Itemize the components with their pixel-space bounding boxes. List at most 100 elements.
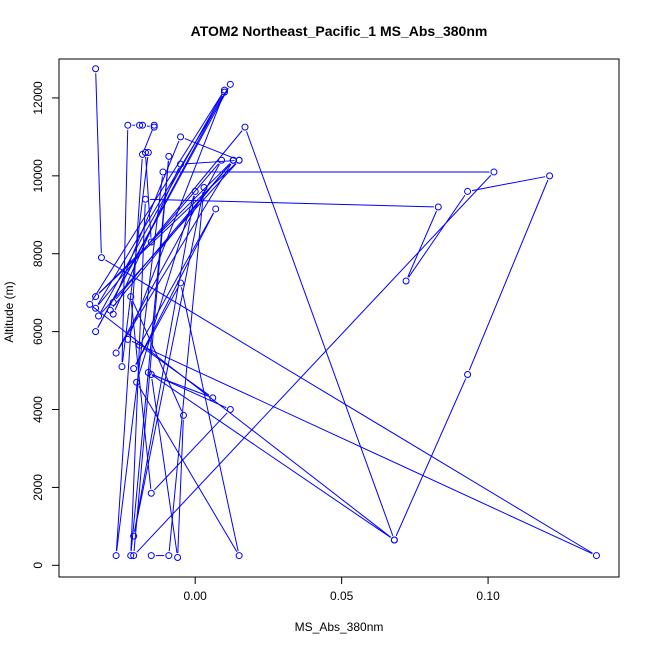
series-segment <box>246 131 394 536</box>
data-point <box>209 394 217 402</box>
data-point <box>226 406 234 414</box>
series-segment <box>131 340 593 555</box>
y-axis: 0 2000 4000 6000 8000 10000 12000 <box>31 81 60 569</box>
series-segment <box>114 168 180 311</box>
series-segment <box>115 158 143 552</box>
series-segment <box>100 93 223 313</box>
data-point <box>109 298 117 306</box>
data-point <box>130 365 138 373</box>
data-point <box>402 277 410 285</box>
data-point <box>141 195 149 203</box>
series-segment <box>116 176 163 552</box>
series-segment <box>133 195 195 532</box>
series-segment <box>185 160 235 165</box>
x-tick-label: 0.05 <box>330 589 354 603</box>
series-segment <box>135 286 179 365</box>
series-segment <box>177 419 184 554</box>
data-point <box>112 349 120 357</box>
series-segment <box>153 163 219 239</box>
series-segment <box>121 129 129 363</box>
series-segment <box>129 96 224 336</box>
series-segment <box>130 160 169 552</box>
data-point <box>226 80 234 88</box>
data-point <box>138 121 146 129</box>
y-tick-label: 6000 <box>31 318 45 345</box>
data-point <box>106 306 114 314</box>
x-tick-label: 0.10 <box>476 589 500 603</box>
series-segment <box>407 210 437 278</box>
data-point <box>92 65 100 73</box>
series-segment <box>136 174 492 553</box>
y-tick-label: 4000 <box>31 396 45 423</box>
data-point <box>136 341 144 349</box>
series-segment <box>135 212 215 365</box>
data-point <box>118 363 126 371</box>
series-segment <box>97 87 229 305</box>
data-point <box>147 489 155 497</box>
data-point <box>177 133 185 141</box>
data-point <box>150 121 158 129</box>
series-segment <box>151 374 391 538</box>
chart-title: ATOM2 Northeast_Pacific_1 MS_Abs_380nm <box>191 23 488 39</box>
series-segment <box>155 375 209 397</box>
series-segment <box>468 179 549 371</box>
data-point <box>133 378 141 386</box>
data-point <box>95 312 103 320</box>
data-point <box>200 184 208 192</box>
series-segment <box>471 176 546 192</box>
data-point <box>592 552 600 560</box>
data-point <box>165 152 173 160</box>
data-point <box>130 552 138 560</box>
data-point <box>464 187 472 195</box>
data-point <box>220 86 228 94</box>
data-point <box>136 121 144 129</box>
series-segment <box>395 378 467 537</box>
data-point <box>165 552 173 560</box>
data-point <box>235 552 243 560</box>
series-segment <box>133 160 169 552</box>
y-tick-label: 0 <box>31 562 45 569</box>
data-point <box>177 160 185 168</box>
data-point <box>220 88 228 96</box>
series-segment <box>143 129 153 151</box>
data-point <box>546 172 554 180</box>
data-point <box>92 304 100 312</box>
data-point <box>191 187 199 195</box>
series-lines <box>91 73 593 557</box>
data-point <box>124 121 132 129</box>
y-tick-label: 2000 <box>31 474 45 501</box>
series-segment <box>137 195 195 379</box>
data-point <box>147 238 155 246</box>
data-point <box>490 168 498 176</box>
data-point <box>218 156 226 164</box>
data-point <box>92 328 100 336</box>
data-point <box>241 123 249 131</box>
x-tick-label: 0.00 <box>184 589 208 603</box>
data-point <box>174 554 182 562</box>
series-segment <box>181 287 239 552</box>
data-point <box>138 150 146 158</box>
y-axis-label: Altitude (m) <box>2 281 16 342</box>
y-tick-label: 12000 <box>31 81 45 115</box>
data-point <box>147 370 155 378</box>
data-point <box>464 370 472 378</box>
series-segment <box>408 194 466 278</box>
series-segment <box>141 212 214 342</box>
series-points <box>86 65 600 562</box>
data-point <box>127 552 135 560</box>
data-point <box>150 123 158 131</box>
data-point <box>390 536 398 544</box>
data-point <box>97 254 105 262</box>
x-axis: 0.00 0.05 0.10 <box>184 576 500 603</box>
data-point <box>159 168 167 176</box>
data-point <box>179 411 187 419</box>
y-tick-label: 8000 <box>31 240 45 267</box>
data-point <box>434 203 442 211</box>
series-segment <box>184 138 236 160</box>
series-segment <box>91 93 223 301</box>
data-point <box>147 552 155 560</box>
data-point <box>86 300 94 308</box>
series-segment <box>149 198 434 208</box>
data-point <box>177 279 185 287</box>
